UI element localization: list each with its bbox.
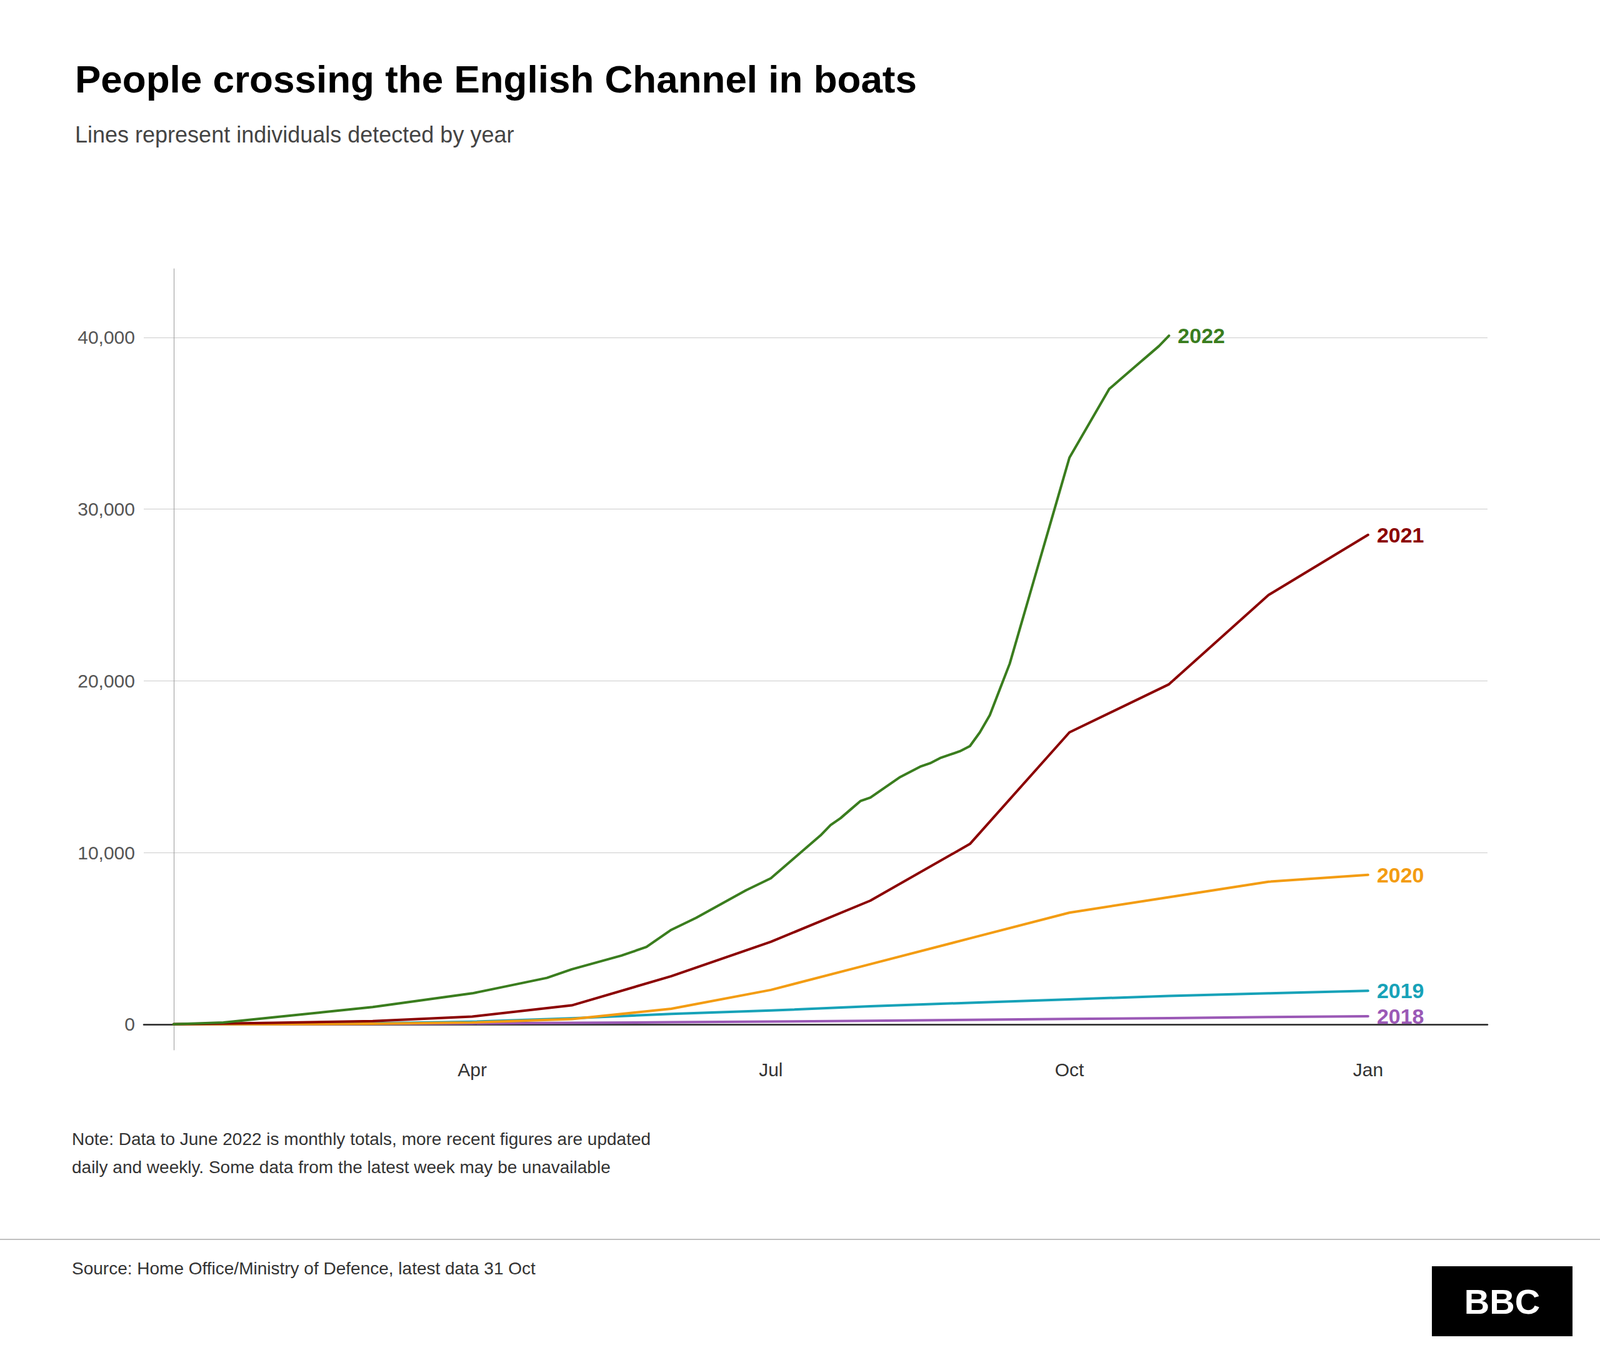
svg-text:daily and weekly. Some data fr: daily and weekly. Some data from the lat… (71, 1157, 611, 1177)
svg-text:2018: 2018 (1376, 1004, 1425, 1029)
svg-text:20,000: 20,000 (77, 670, 135, 692)
svg-text:Oct: Oct (1055, 1059, 1085, 1080)
svg-text:30,000: 30,000 (77, 498, 135, 520)
svg-text:2022: 2022 (1177, 323, 1225, 348)
svg-text:2020: 2020 (1376, 863, 1425, 887)
svg-text:Jan: Jan (1353, 1059, 1384, 1080)
svg-text:Lines represent individuals de: Lines represent individuals detected by … (75, 121, 514, 148)
svg-text:Jul: Jul (758, 1059, 783, 1080)
svg-text:0: 0 (124, 1013, 135, 1035)
svg-text:Apr: Apr (457, 1059, 487, 1080)
svg-text:40,000: 40,000 (77, 326, 135, 348)
svg-text:Source: Home Office/Ministry o: Source: Home Office/Ministry of Defence,… (71, 1258, 536, 1279)
svg-text:People crossing the English Ch: People crossing the English Channel in b… (75, 57, 917, 101)
svg-text:Note: Data to June 2022 is mon: Note: Data to June 2022 is monthly total… (71, 1129, 651, 1149)
svg-text:BBC: BBC (1464, 1281, 1540, 1322)
svg-text:2019: 2019 (1376, 978, 1425, 1003)
svg-text:2021: 2021 (1376, 523, 1425, 547)
svg-text:10,000: 10,000 (77, 842, 135, 864)
